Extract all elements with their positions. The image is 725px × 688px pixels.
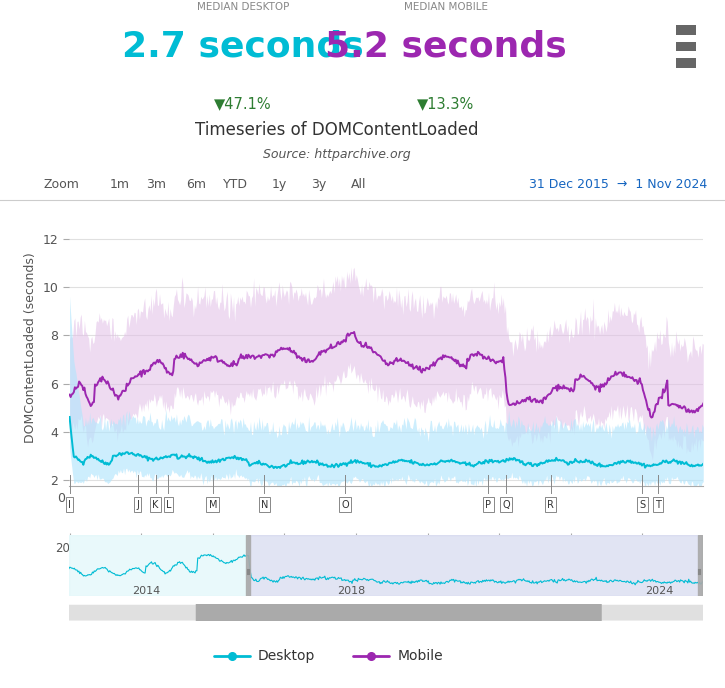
Text: 2.7 seconds: 2.7 seconds	[122, 29, 364, 63]
Text: 2014: 2014	[132, 586, 160, 596]
Y-axis label: DOMContentLoaded (seconds): DOMContentLoaded (seconds)	[24, 252, 37, 443]
Text: P: P	[486, 499, 492, 510]
Text: MEDIAN MOBILE: MEDIAN MOBILE	[404, 2, 488, 12]
Text: 3m: 3m	[146, 178, 166, 191]
FancyBboxPatch shape	[62, 605, 710, 621]
Text: O: O	[341, 499, 349, 510]
FancyBboxPatch shape	[676, 25, 696, 35]
Text: All: All	[351, 178, 367, 191]
Text: 2018: 2018	[337, 586, 365, 596]
FancyBboxPatch shape	[196, 604, 602, 621]
Text: 31 Dec 2015  →  1 Nov 2024: 31 Dec 2015 → 1 Nov 2024	[529, 178, 707, 191]
Text: 1m: 1m	[109, 178, 130, 191]
Text: 2024: 2024	[645, 586, 674, 596]
Text: Timeseries of DOMContentLoaded: Timeseries of DOMContentLoaded	[195, 121, 479, 140]
Text: L: L	[165, 499, 171, 510]
Text: S: S	[639, 499, 645, 510]
Text: 6m: 6m	[186, 178, 206, 191]
Bar	[69, 535, 248, 596]
Text: 0: 0	[57, 492, 65, 505]
Text: M: M	[209, 499, 217, 510]
Text: YTD: YTD	[223, 178, 248, 191]
Bar	[697, 535, 702, 596]
FancyBboxPatch shape	[676, 41, 696, 52]
Text: 3y: 3y	[311, 178, 327, 191]
Text: ▼47.1%: ▼47.1%	[214, 96, 272, 111]
Text: Mobile: Mobile	[397, 649, 443, 663]
Text: K: K	[152, 499, 159, 510]
Bar	[246, 535, 250, 596]
Text: MEDIAN DESKTOP: MEDIAN DESKTOP	[196, 2, 289, 12]
Text: 1y: 1y	[271, 178, 287, 191]
Text: J: J	[136, 499, 139, 510]
Text: N: N	[261, 499, 268, 510]
Text: Desktop: Desktop	[258, 649, 315, 663]
Text: R: R	[547, 499, 554, 510]
Text: I: I	[68, 499, 71, 510]
Text: 5.2 seconds: 5.2 seconds	[325, 29, 567, 63]
FancyBboxPatch shape	[676, 58, 696, 68]
Text: Zoom: Zoom	[44, 178, 80, 191]
Bar	[248, 535, 703, 596]
Text: Q: Q	[502, 499, 510, 510]
Text: T: T	[655, 499, 661, 510]
Text: Source: httparchive.org: Source: httparchive.org	[263, 148, 411, 161]
Text: ▼13.3%: ▼13.3%	[418, 96, 474, 111]
